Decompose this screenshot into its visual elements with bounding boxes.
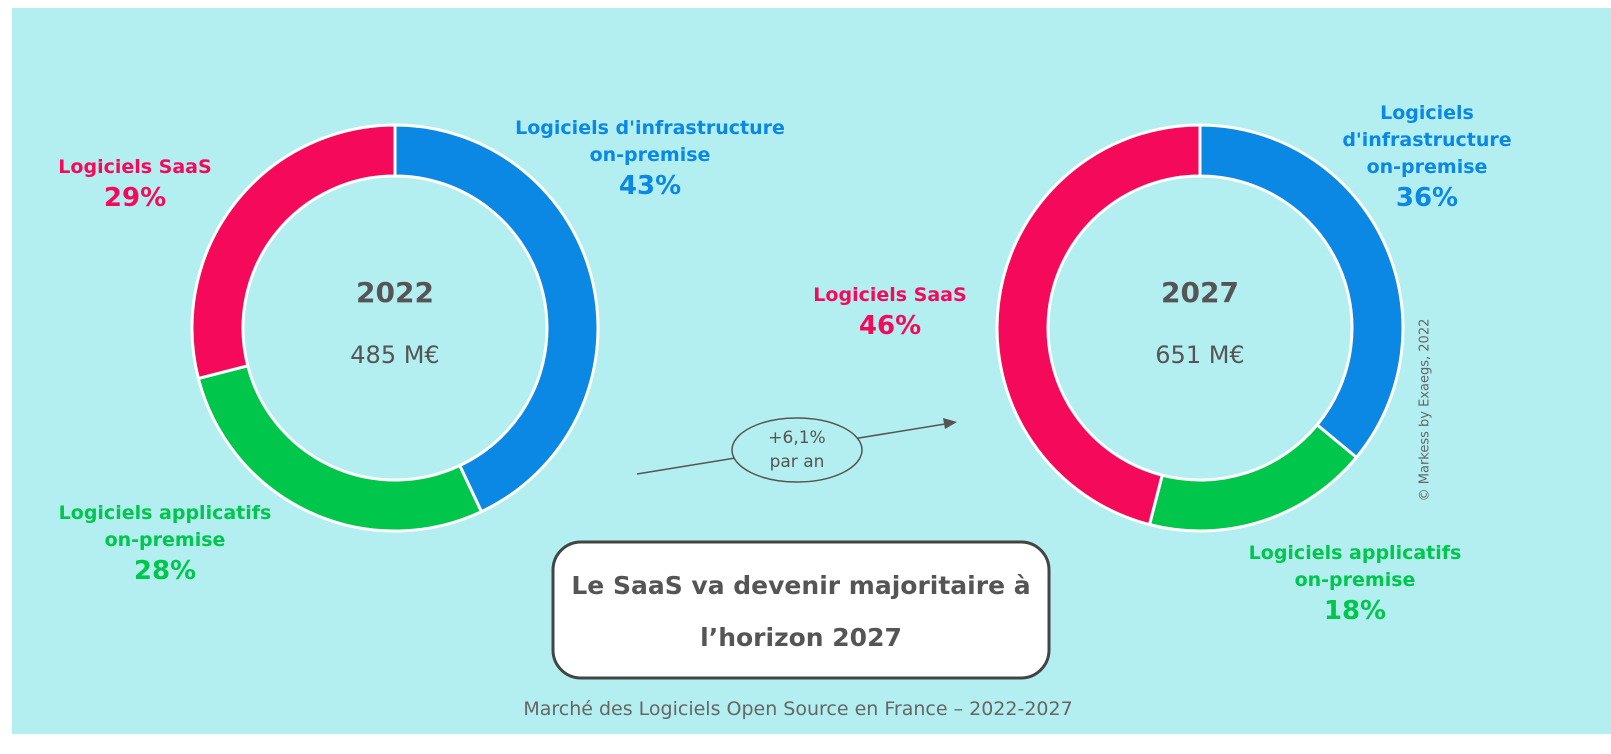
category-name: Logiciels d'infrastructure on-premise — [1342, 102, 1512, 178]
value-label: 18% — [1323, 596, 1387, 626]
segment-label: Logiciels d'infrastructure on-premise 36% — [1335, 100, 1519, 215]
donut-title: 2027 — [1161, 276, 1239, 309]
donut-segment — [393, 123, 600, 514]
donut-subtitle: 651 M€ — [1155, 341, 1245, 369]
arrow-head — [943, 418, 957, 429]
segment-label: Logiciels d'infrastructure on-premise 43% — [515, 115, 785, 203]
growth-label: +6,1% par an — [768, 428, 826, 472]
value-label: 29% — [103, 183, 167, 213]
segment-label: Logiciels SaaS 46% — [813, 282, 966, 343]
donut-segment — [190, 123, 397, 381]
donut-segment — [1147, 422, 1359, 533]
value-label: 28% — [133, 556, 197, 586]
growth-ellipse — [731, 417, 863, 483]
donut-subtitle: 485 M€ — [350, 341, 440, 369]
callout-text: Le SaaS va devenir majoritaire à l’horiz… — [571, 571, 1031, 652]
category-name: Logiciels applicatifs on-premise — [58, 502, 272, 551]
donut-title: 2022 — [356, 276, 434, 309]
segment-label: Logiciels applicatifs on-premise 18% — [1249, 540, 1462, 628]
category-name: Logiciels applicatifs on-premise — [1248, 542, 1462, 591]
category-name: Logiciels SaaS — [58, 156, 212, 178]
value-label: 43% — [618, 171, 682, 201]
caption: Marché des Logiciels Open Source en Fran… — [523, 698, 1073, 720]
value-label: 46% — [858, 311, 922, 341]
donut-segment — [1198, 123, 1405, 460]
donut-segment — [995, 123, 1202, 527]
callout-box — [551, 540, 1051, 680]
segment-label: Logiciels SaaS 29% — [58, 154, 211, 215]
category-name: Logiciels SaaS — [813, 284, 967, 306]
credit: © Markess by Exaegs, 2022 — [1417, 318, 1433, 502]
category-name: Logiciels d'infrastructure on-premise — [515, 117, 785, 166]
value-label: 36% — [1395, 183, 1459, 213]
segment-label: Logiciels applicatifs on-premise 28% — [59, 500, 272, 588]
